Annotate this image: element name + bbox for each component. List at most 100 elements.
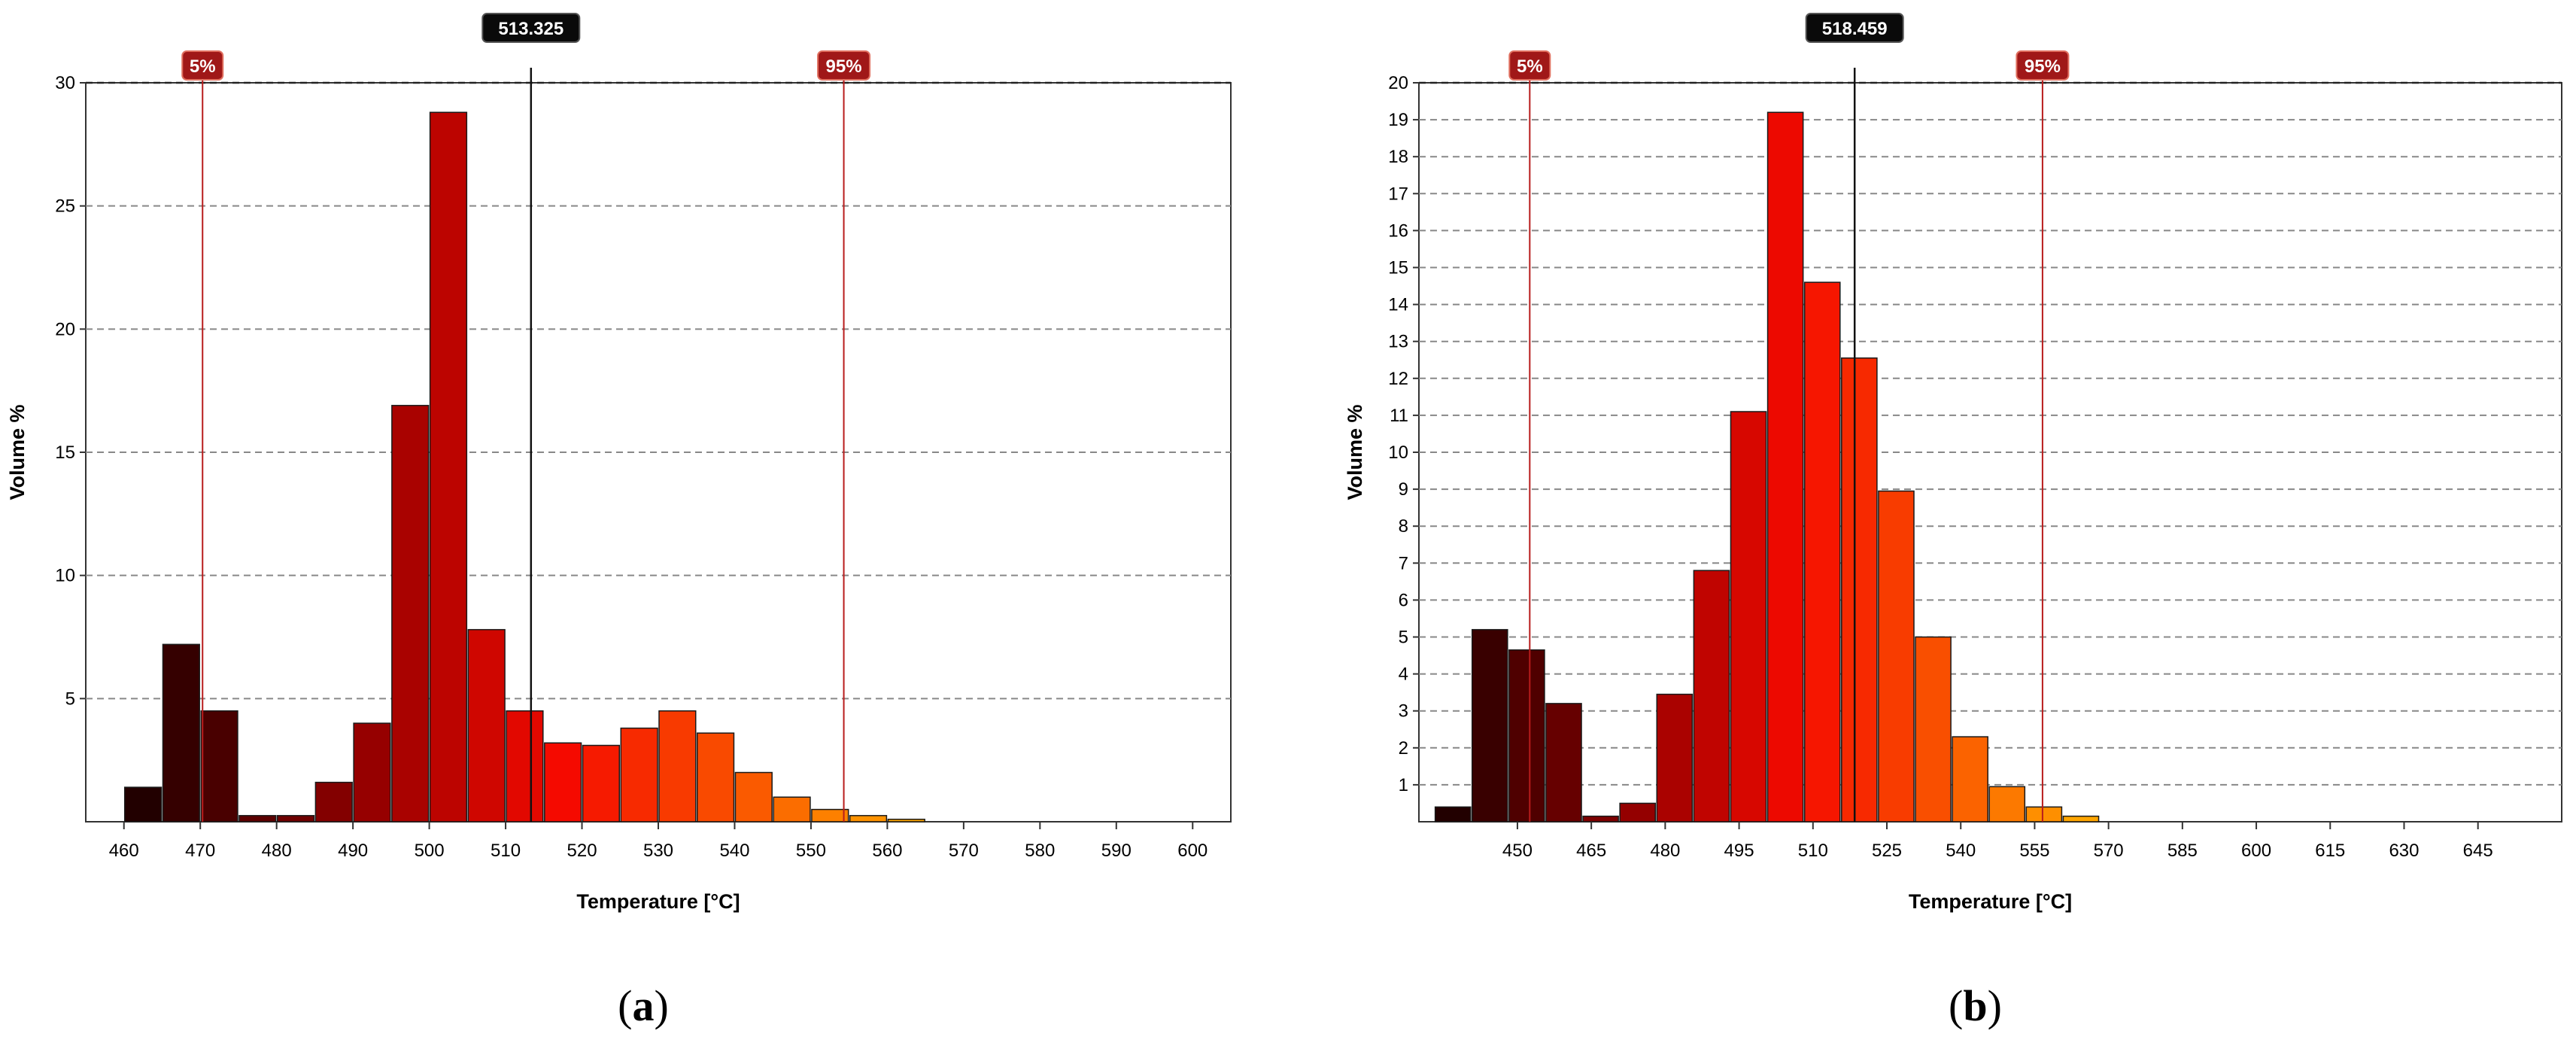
histogram-bar: [1841, 357, 1878, 822]
x-tick-label: 480: [262, 841, 292, 861]
marker-label: 95%: [826, 56, 862, 77]
y-tick-label: 8: [1399, 516, 1408, 537]
x-tick-label: 590: [1101, 841, 1132, 861]
x-tick-label: 585: [2167, 841, 2198, 861]
histogram-bar: [544, 742, 582, 822]
x-tick-label: 540: [719, 841, 749, 861]
histogram-bar: [391, 405, 430, 822]
x-tick-label: 600: [1177, 841, 1208, 861]
x-tick-label: 645: [2463, 841, 2493, 861]
y-tick-label: 13: [1388, 332, 1408, 352]
x-tick-label: 580: [1025, 841, 1055, 861]
x-tick-label: 490: [338, 841, 368, 861]
x-tick-label: 500: [415, 841, 445, 861]
x-axis-title: Temperature [°C]: [1909, 890, 2072, 913]
histogram-bar: [1434, 806, 1472, 822]
histogram-bar: [467, 628, 506, 822]
y-axis-title: Volume %: [1344, 404, 1366, 500]
y-tick-label: 12: [1388, 369, 1408, 389]
histogram-bar: [238, 815, 277, 822]
histogram-bar: [1803, 281, 1841, 822]
histogram-bar: [620, 727, 658, 822]
x-tick-label: 570: [2094, 841, 2124, 861]
y-tick-label: 7: [1399, 553, 1408, 573]
histogram-bar: [2062, 815, 2100, 822]
x-axis-title: Temperature [°C]: [576, 890, 740, 913]
caption-open: (: [1949, 981, 1963, 1030]
y-tick-label: 10: [1388, 442, 1408, 463]
histogram-bar: [1878, 490, 1915, 822]
marker-label: 5%: [190, 56, 216, 77]
histogram-bar: [1693, 570, 1730, 822]
histogram-bar: [849, 815, 888, 822]
histogram-bar: [811, 808, 849, 822]
y-tick-label: 15: [55, 442, 75, 463]
histogram-bar: [276, 815, 315, 822]
histogram-bar: [429, 111, 468, 822]
x-tick-label: 540: [1946, 841, 1976, 861]
x-tick-label: 520: [567, 841, 597, 861]
y-tick-label: 15: [1388, 258, 1408, 278]
caption-letter: b: [1963, 981, 1987, 1030]
y-tick-label: 5: [65, 689, 75, 709]
marker-label: 95%: [2025, 56, 2061, 77]
histogram-bar: [1471, 628, 1508, 822]
y-tick-label: 9: [1399, 479, 1408, 500]
histogram-bar: [773, 796, 811, 822]
x-tick-label: 570: [949, 841, 979, 861]
histogram-bar: [2025, 806, 2063, 822]
histogram-bar: [1619, 802, 1657, 822]
marker-tag: [181, 50, 224, 81]
histogram-bar: [1988, 786, 2026, 822]
y-tick-label: 10: [55, 566, 75, 586]
histogram-bar: [1656, 693, 1694, 822]
marker-tag: [1508, 50, 1551, 81]
x-tick-label: 510: [1798, 841, 1828, 861]
y-tick-label: 19: [1388, 110, 1408, 130]
x-tick-label: 600: [2241, 841, 2271, 861]
y-tick-label: 4: [1399, 664, 1408, 685]
histogram-bar: [123, 786, 163, 822]
x-tick-label: 510: [491, 841, 521, 861]
histogram-bar: [887, 818, 925, 822]
histogram-bar: [1952, 736, 1988, 822]
y-tick-label: 3: [1399, 701, 1408, 722]
x-tick-label: 460: [109, 841, 139, 861]
x-tick-label: 470: [185, 841, 215, 861]
marker-label: 5%: [1517, 56, 1543, 77]
panel-caption: (a): [618, 981, 669, 1030]
x-tick-label: 615: [2315, 841, 2345, 861]
histogram-bar: [314, 781, 353, 822]
histogram-bar: [1545, 703, 1582, 822]
histogram-bar: [200, 710, 238, 822]
marker-tag: [817, 50, 871, 81]
x-tick-label: 630: [2389, 841, 2419, 861]
x-tick-label: 555: [2019, 841, 2049, 861]
x-tick-label: 495: [1724, 841, 1754, 861]
y-tick-label: 5: [1399, 628, 1408, 648]
x-tick-label: 480: [1650, 841, 1680, 861]
histogram-bar: [734, 771, 773, 822]
y-tick-label: 11: [1390, 406, 1408, 426]
y-tick-label: 16: [1388, 220, 1408, 241]
y-tick-label: 25: [55, 196, 75, 217]
histogram-bar: [696, 732, 735, 822]
histogram-bar: [506, 710, 544, 822]
histogram-bar: [1730, 411, 1767, 822]
y-tick-label: 1: [1399, 775, 1408, 795]
histogram-bar: [1508, 649, 1545, 822]
histogram-bar: [1915, 636, 1952, 822]
histogram-bar: [658, 710, 697, 822]
y-tick-label: 20: [1388, 73, 1408, 93]
caption-open: (: [618, 981, 632, 1030]
y-tick-label: 18: [1388, 147, 1408, 167]
x-tick-label: 525: [1872, 841, 1902, 861]
y-tick-label: 14: [1388, 295, 1408, 315]
marker-tag: [1805, 13, 1904, 43]
x-tick-label: 530: [643, 841, 673, 861]
caption-close: ): [655, 981, 669, 1030]
histogram-bar: [353, 722, 391, 822]
